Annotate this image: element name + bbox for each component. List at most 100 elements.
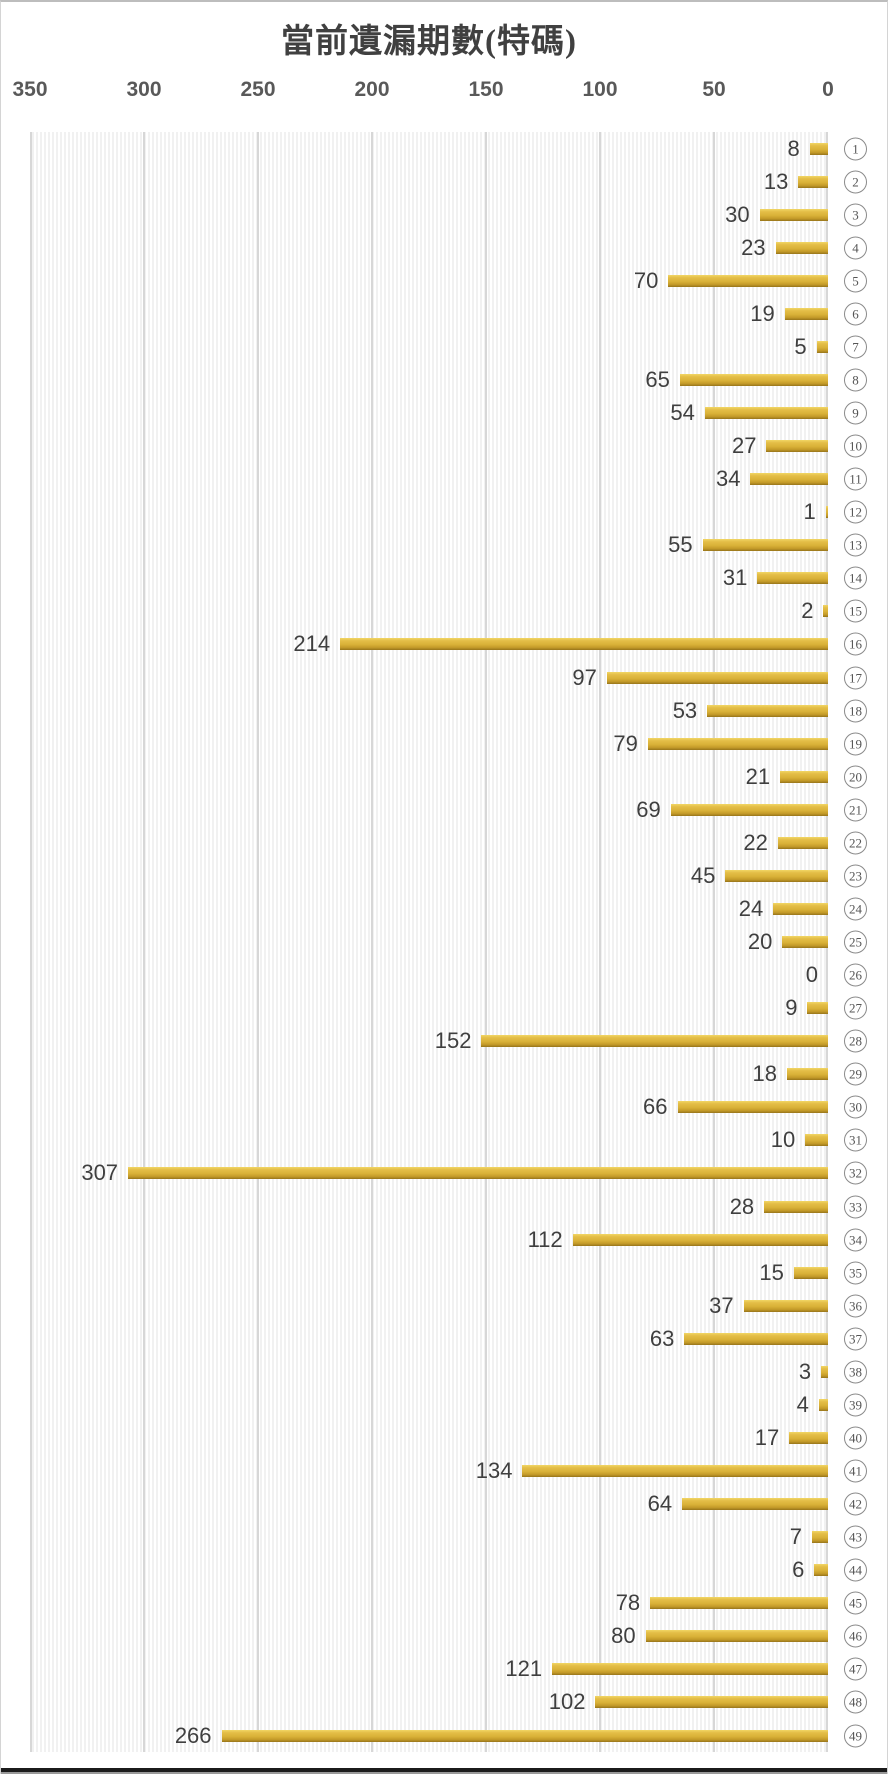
value-label: 5	[794, 333, 807, 359]
bar	[821, 1365, 828, 1378]
category-label: 24	[844, 897, 867, 921]
value-label: 65	[645, 366, 670, 392]
category-label: 25	[844, 930, 867, 954]
value-label: 9	[785, 995, 798, 1021]
bar	[759, 208, 828, 221]
bar	[647, 737, 828, 750]
value-label: 1	[803, 499, 816, 525]
bar-rows: 8 1 13 2 30 3 23 4 70 5 19 6 5 7 65 8 54 9 27 10 34 11 1 12 55 13…	[30, 132, 867, 1752]
category-label: 28	[844, 1029, 867, 1053]
category-label: 46	[844, 1624, 867, 1648]
x-axis-tick-label: 100	[582, 78, 618, 101]
category-label: 21	[844, 798, 867, 822]
x-axis-tick-label: 50	[702, 78, 726, 101]
bar-row: 112 34	[30, 1223, 867, 1256]
bar-row: 102 48	[30, 1686, 867, 1719]
value-label: 79	[613, 730, 638, 756]
bar	[684, 1332, 828, 1345]
bar-row: 121 47	[30, 1653, 867, 1686]
category-label: 9	[844, 401, 867, 425]
window-bottom-edge	[1, 1768, 887, 1774]
category-label: 26	[844, 963, 867, 987]
value-label: 55	[668, 532, 693, 558]
bar	[786, 1068, 828, 1081]
x-axis-tick-label: 0	[822, 78, 834, 101]
bar-row: 70 5	[30, 264, 867, 297]
value-label: 54	[670, 400, 695, 426]
category-label: 8	[844, 368, 867, 392]
value-label: 307	[81, 1160, 119, 1186]
x-axis-tick-label: 150	[468, 78, 504, 101]
category-label: 2	[844, 170, 867, 194]
category-label: 27	[844, 996, 867, 1020]
category-label: 16	[844, 632, 867, 656]
value-label: 78	[615, 1590, 641, 1616]
bar-row: 34 11	[30, 463, 867, 496]
bar-row: 28 33	[30, 1190, 867, 1223]
category-label: 15	[844, 599, 867, 623]
gridline	[371, 132, 373, 1752]
bar	[702, 539, 828, 552]
bar-row: 7 43	[30, 1521, 867, 1554]
value-label: 70	[633, 267, 659, 293]
bar	[766, 440, 828, 453]
category-label: 39	[844, 1393, 867, 1417]
category-label: 4	[844, 236, 867, 260]
bar-row: 78 45	[30, 1587, 867, 1620]
bar-row: 80 46	[30, 1620, 867, 1653]
value-label: 121	[505, 1656, 543, 1682]
category-label: 6	[844, 302, 867, 326]
category-label: 14	[844, 566, 867, 590]
bar	[670, 803, 828, 816]
value-label: 19	[750, 300, 775, 326]
bar	[780, 770, 828, 783]
bar-row: 63 37	[30, 1322, 867, 1355]
category-label: 3	[844, 203, 867, 227]
bar-row: 69 21	[30, 793, 867, 826]
x-axis-tick-label: 250	[240, 78, 276, 101]
category-label: 7	[844, 335, 867, 359]
bar-row: 4 39	[30, 1388, 867, 1421]
value-label: 6	[792, 1557, 805, 1583]
value-label: 3	[798, 1358, 812, 1384]
category-label: 11	[844, 467, 867, 491]
bar	[595, 1696, 828, 1709]
bar-row: 13 2	[30, 165, 867, 198]
bar	[775, 241, 828, 254]
bar-row: 66 30	[30, 1091, 867, 1124]
category-label: 48	[844, 1690, 867, 1714]
category-label: 47	[844, 1657, 867, 1681]
bar	[807, 1002, 828, 1015]
bar	[725, 869, 828, 882]
bar	[789, 1431, 828, 1444]
bar	[823, 605, 828, 618]
x-axis-tick-label: 200	[354, 78, 390, 101]
bar	[818, 1398, 828, 1411]
gridline	[485, 132, 487, 1752]
bar-row: 17 40	[30, 1421, 867, 1454]
bar	[677, 1101, 828, 1114]
bar	[805, 1134, 828, 1147]
value-label: 80	[611, 1623, 636, 1649]
bar-row: 307 32	[30, 1157, 867, 1190]
value-label: 18	[752, 1061, 777, 1087]
bar-row: 22 22	[30, 826, 867, 859]
bar-row: 30 3	[30, 198, 867, 231]
bar	[809, 142, 828, 155]
bar-row: 2 15	[30, 595, 867, 628]
value-label: 8	[787, 135, 800, 161]
x-axis-tick-label: 350	[12, 78, 48, 101]
value-label: 63	[649, 1325, 675, 1351]
value-label: 214	[293, 631, 331, 657]
gridline	[30, 132, 32, 1752]
bar	[743, 1299, 828, 1312]
category-label: 29	[844, 1062, 867, 1086]
bar	[668, 274, 828, 287]
value-label: 45	[690, 862, 716, 888]
bar	[221, 1729, 828, 1742]
gridline	[599, 132, 601, 1752]
value-label: 10	[770, 1127, 796, 1153]
value-label: 97	[572, 664, 597, 690]
bar-row: 65 8	[30, 363, 867, 396]
